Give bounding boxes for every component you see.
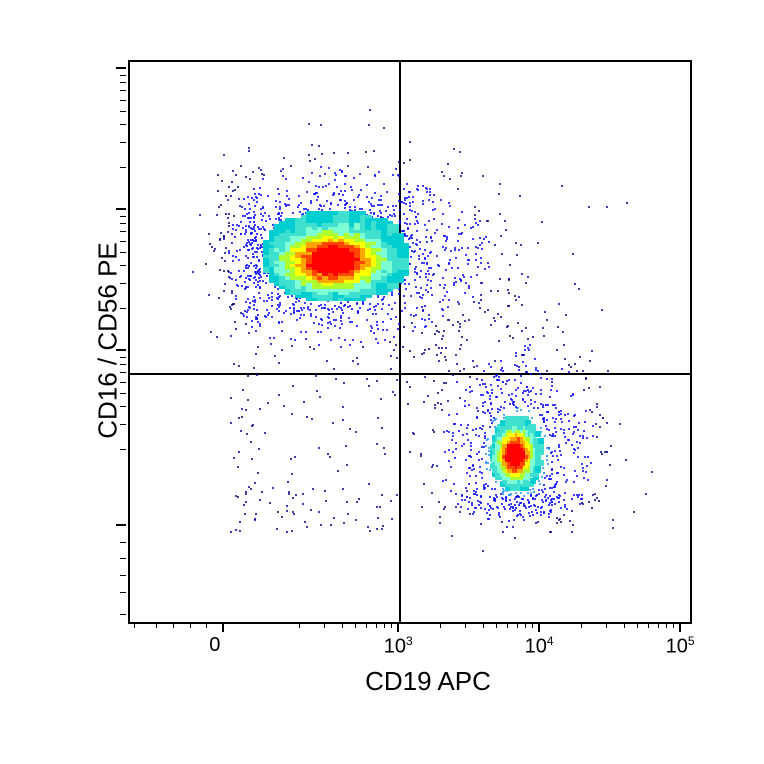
y-axis-label: CD16 / CD56 PE	[93, 216, 124, 466]
quadrant-line-horizontal	[130, 373, 690, 375]
plot-area	[128, 60, 692, 624]
x-axis-label: CD19 APC	[328, 666, 528, 697]
quadrant-line-vertical	[399, 62, 401, 622]
